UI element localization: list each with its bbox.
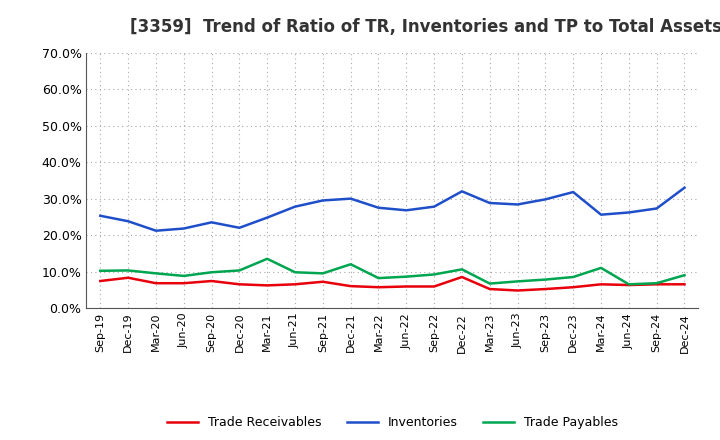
- Trade Payables: [318, 271, 327, 276]
- Trade Payables: [179, 273, 188, 279]
- Trade Payables: [652, 281, 661, 286]
- Inventories: [513, 202, 522, 207]
- Line: Inventories: Inventories: [100, 188, 685, 231]
- Trade Receivables: [263, 283, 271, 288]
- Inventories: [235, 225, 243, 231]
- Trade Payables: [569, 275, 577, 280]
- Legend: Trade Receivables, Inventories, Trade Payables: Trade Receivables, Inventories, Trade Pa…: [162, 411, 623, 434]
- Inventories: [569, 190, 577, 195]
- Trade Payables: [624, 282, 633, 287]
- Trade Receivables: [485, 286, 494, 292]
- Trade Payables: [597, 265, 606, 271]
- Trade Receivables: [652, 282, 661, 287]
- Trade Receivables: [624, 282, 633, 288]
- Trade Payables: [430, 272, 438, 277]
- Inventories: [541, 197, 550, 202]
- Trade Receivables: [430, 284, 438, 289]
- Trade Receivables: [402, 284, 410, 289]
- Inventories: [346, 196, 355, 201]
- Trade Payables: [680, 272, 689, 278]
- Trade Payables: [346, 262, 355, 267]
- Inventories: [680, 185, 689, 191]
- Inventories: [207, 220, 216, 225]
- Inventories: [318, 198, 327, 203]
- Inventories: [458, 189, 467, 194]
- Trade Receivables: [207, 279, 216, 284]
- Trade Payables: [152, 271, 161, 276]
- Inventories: [152, 228, 161, 233]
- Trade Payables: [291, 270, 300, 275]
- Trade Payables: [235, 268, 243, 273]
- Trade Payables: [207, 270, 216, 275]
- Trade Payables: [458, 267, 467, 272]
- Inventories: [597, 212, 606, 217]
- Trade Payables: [374, 275, 383, 281]
- Trade Payables: [485, 281, 494, 286]
- Inventories: [96, 213, 104, 218]
- Trade Receivables: [374, 285, 383, 290]
- Inventories: [291, 204, 300, 209]
- Inventories: [374, 205, 383, 210]
- Inventories: [652, 206, 661, 211]
- Trade Receivables: [124, 275, 132, 280]
- Text: [3359]  Trend of Ratio of TR, Inventories and TP to Total Assets: [3359] Trend of Ratio of TR, Inventories…: [130, 18, 720, 36]
- Trade Payables: [513, 279, 522, 284]
- Inventories: [485, 200, 494, 205]
- Trade Receivables: [569, 285, 577, 290]
- Trade Payables: [124, 268, 132, 273]
- Inventories: [624, 210, 633, 215]
- Trade Receivables: [541, 286, 550, 292]
- Line: Trade Payables: Trade Payables: [100, 259, 685, 284]
- Inventories: [263, 215, 271, 220]
- Trade Payables: [263, 256, 271, 261]
- Trade Receivables: [152, 281, 161, 286]
- Trade Payables: [96, 268, 104, 273]
- Inventories: [402, 208, 410, 213]
- Trade Payables: [402, 274, 410, 279]
- Inventories: [124, 219, 132, 224]
- Trade Receivables: [179, 281, 188, 286]
- Trade Receivables: [291, 282, 300, 287]
- Trade Receivables: [96, 279, 104, 284]
- Trade Receivables: [458, 275, 467, 280]
- Line: Trade Receivables: Trade Receivables: [100, 277, 685, 290]
- Trade Receivables: [680, 282, 689, 287]
- Trade Receivables: [513, 288, 522, 293]
- Inventories: [179, 226, 188, 231]
- Trade Receivables: [597, 282, 606, 287]
- Trade Receivables: [318, 279, 327, 284]
- Trade Receivables: [235, 282, 243, 287]
- Trade Receivables: [346, 283, 355, 289]
- Inventories: [430, 204, 438, 209]
- Trade Payables: [541, 277, 550, 282]
